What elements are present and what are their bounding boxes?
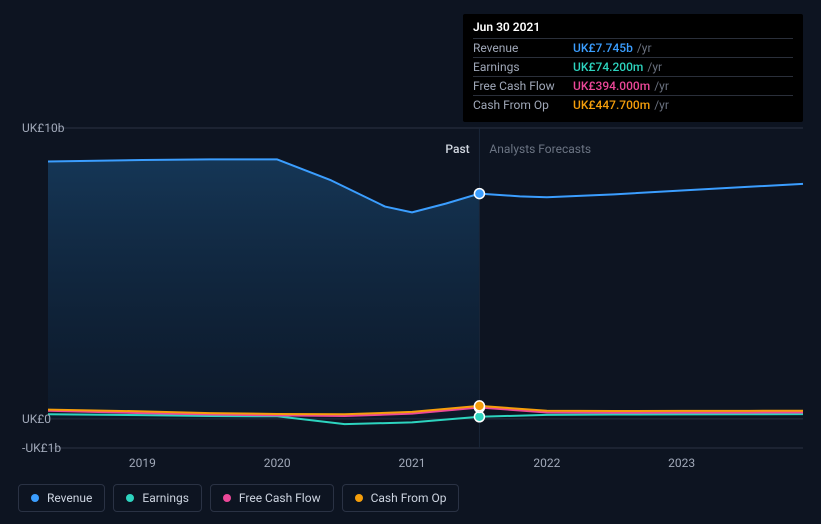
tooltip-unit: /yr: [647, 60, 662, 74]
legend-label: Cash From Op: [371, 491, 447, 505]
tooltip-date: Jun 30 2021: [473, 20, 793, 38]
legend-item[interactable]: Earnings: [113, 484, 202, 512]
tooltip-row: Cash From OpUK£447.700m/yr: [473, 95, 793, 114]
tooltip-value: UK£7.745b: [573, 41, 633, 55]
tooltip-unit: /yr: [654, 79, 669, 93]
forecast-label: Analysts Forecasts: [489, 142, 591, 156]
x-axis-label: 2022: [533, 456, 560, 470]
tooltip-row: RevenueUK£7.745b/yr: [473, 38, 793, 57]
y-axis-label: UK£10b: [22, 121, 65, 135]
chart-svg: [48, 128, 803, 448]
legend-item[interactable]: Free Cash Flow: [210, 484, 334, 512]
plot-area[interactable]: UK£10bUK£0-UK£1b20192020202120222023: [48, 128, 803, 448]
y-axis-label: -UK£1b: [22, 441, 61, 455]
legend-label: Free Cash Flow: [239, 491, 321, 505]
x-axis-label: 2023: [668, 456, 695, 470]
legend-dot: [126, 494, 134, 502]
tooltip-row: EarningsUK£74.200m/yr: [473, 57, 793, 76]
chart-legend: Revenue Earnings Free Cash Flow Cash From O…: [18, 484, 459, 512]
x-axis-label: 2021: [399, 456, 426, 470]
tooltip-unit: /yr: [637, 41, 652, 55]
tooltip-unit: /yr: [654, 98, 669, 112]
legend-dot: [355, 494, 363, 502]
x-axis-label: 2020: [264, 456, 291, 470]
legend-item[interactable]: Cash From Op: [342, 484, 460, 512]
x-axis-label: 2019: [129, 456, 156, 470]
past-label: Past: [445, 142, 469, 156]
tooltip-label: Free Cash Flow: [473, 79, 573, 93]
tooltip-label: Cash From Op: [473, 98, 573, 112]
tooltip-value: UK£447.700m: [573, 98, 650, 112]
legend-dot: [223, 494, 231, 502]
tooltip-label: Earnings: [473, 60, 573, 74]
tooltip-value: UK£394.000m: [573, 79, 650, 93]
legend-item[interactable]: Revenue: [18, 484, 105, 512]
legend-label: Revenue: [47, 491, 92, 505]
tooltip-row: Free Cash FlowUK£394.000m/yr: [473, 76, 793, 95]
legend-label: Earnings: [142, 491, 189, 505]
tooltip-label: Revenue: [473, 41, 573, 55]
tooltip-value: UK£74.200m: [573, 60, 643, 74]
y-axis-label: UK£0: [22, 412, 51, 426]
legend-dot: [31, 494, 39, 502]
chart-tooltip: Jun 30 2021 RevenueUK£7.745b/yrEarningsU…: [463, 14, 803, 122]
